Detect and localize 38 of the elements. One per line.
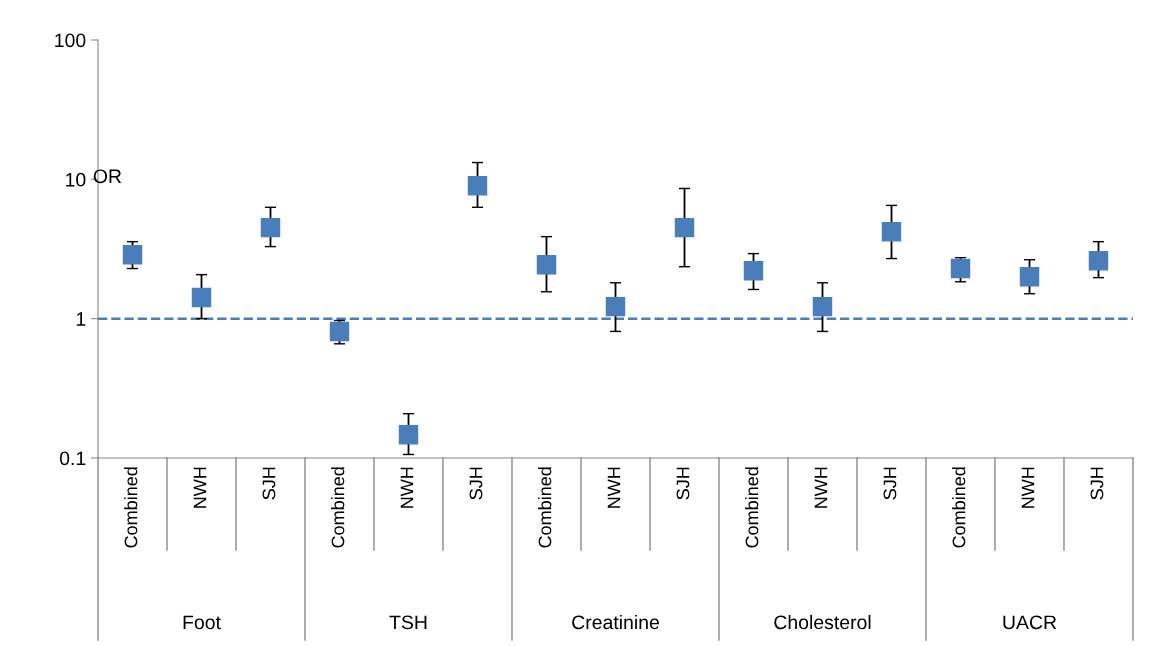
text: Cholesterol: [774, 614, 871, 630]
point: [1088, 251, 1109, 271]
y-tick-label: 100: [55, 33, 86, 48]
text: TSH: [389, 615, 427, 630]
y-axis-title: OR: [93, 169, 122, 184]
point: [467, 175, 488, 196]
x-tick-label: Combined: [745, 467, 759, 548]
y-tick-label: 10: [66, 172, 86, 187]
point: [674, 217, 695, 238]
x-tick-label: NWH: [814, 467, 828, 508]
x-tick-label: NWH: [193, 467, 207, 508]
point: [122, 244, 143, 265]
point: [191, 287, 212, 308]
x-tick-label: SJH: [262, 467, 276, 500]
text: Foot: [183, 615, 221, 630]
text: UACR: [1003, 615, 1057, 630]
point: [881, 222, 902, 242]
x-tick-label: NWH: [1021, 467, 1035, 508]
point: [398, 424, 419, 445]
x-tick-label: SJH: [1090, 467, 1104, 500]
point: [743, 260, 764, 281]
y-tick-label: 0.1: [59, 451, 86, 466]
point: [260, 217, 281, 238]
x-tick-label: Combined: [124, 467, 138, 548]
x-tick-label: SJH: [883, 467, 897, 500]
x-tick-label: SJH: [469, 467, 483, 500]
x-tick-label: NWH: [607, 467, 621, 508]
y-tick-label: 1: [76, 312, 86, 326]
point: [812, 296, 833, 317]
x-tick-label: NWH: [400, 467, 414, 508]
x-tick-label: Combined: [952, 467, 966, 548]
point: [605, 296, 626, 317]
x-tick-label: Combined: [538, 467, 552, 548]
x-tick-label: SJH: [676, 467, 690, 500]
text: Creatinine: [572, 614, 659, 630]
x-tick-label: Combined: [331, 467, 345, 548]
point: [1019, 267, 1040, 287]
point: [536, 254, 557, 275]
